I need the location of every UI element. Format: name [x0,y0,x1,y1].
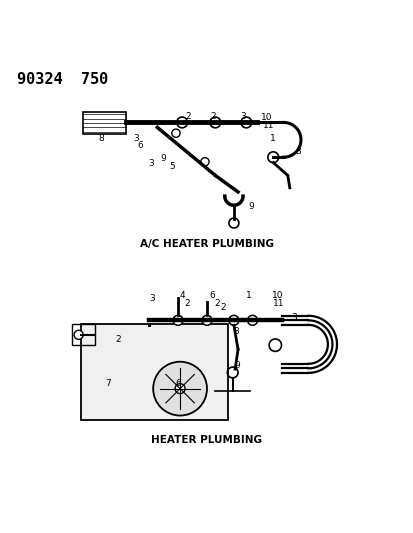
Circle shape [240,117,251,128]
Text: 11: 11 [262,121,273,130]
Text: 8: 8 [98,134,104,143]
Text: 2: 2 [115,335,121,344]
Text: 3: 3 [133,134,139,143]
Circle shape [209,117,220,128]
Text: 10: 10 [261,113,272,122]
Text: 6: 6 [137,141,142,150]
Circle shape [228,316,238,325]
Text: HEATER PLUMBING: HEATER PLUMBING [151,435,262,446]
Text: 90324  750: 90324 750 [17,72,107,87]
Circle shape [74,330,83,340]
Text: 1: 1 [245,291,251,300]
Text: 4: 4 [179,291,185,300]
Text: 3: 3 [233,327,238,336]
Text: 7: 7 [105,379,111,387]
Text: A/C HEATER PLUMBING: A/C HEATER PLUMBING [140,239,273,249]
Text: 3: 3 [240,112,246,121]
Text: 6: 6 [209,291,214,300]
Text: 3: 3 [290,312,296,321]
Text: 3: 3 [148,159,154,168]
Text: 2: 2 [185,112,191,121]
Text: 1: 1 [270,134,275,143]
Text: 9: 9 [160,154,166,163]
Text: 9: 9 [248,202,254,211]
Circle shape [200,158,209,166]
Text: 3: 3 [149,294,155,303]
Text: 2: 2 [210,112,216,121]
Circle shape [176,117,187,128]
Text: 10: 10 [271,291,282,300]
Circle shape [175,384,185,393]
Text: 6: 6 [175,379,180,387]
Circle shape [153,362,206,416]
Text: 2: 2 [220,303,226,312]
Text: 11: 11 [272,299,283,308]
Text: 2: 2 [214,299,220,308]
Text: 2: 2 [184,299,190,308]
Circle shape [202,316,211,325]
Circle shape [173,316,183,325]
Circle shape [171,129,180,138]
Text: 5: 5 [169,162,174,171]
Circle shape [247,316,257,325]
Text: 9: 9 [234,360,240,369]
Polygon shape [81,325,227,419]
Text: 3: 3 [294,147,300,156]
